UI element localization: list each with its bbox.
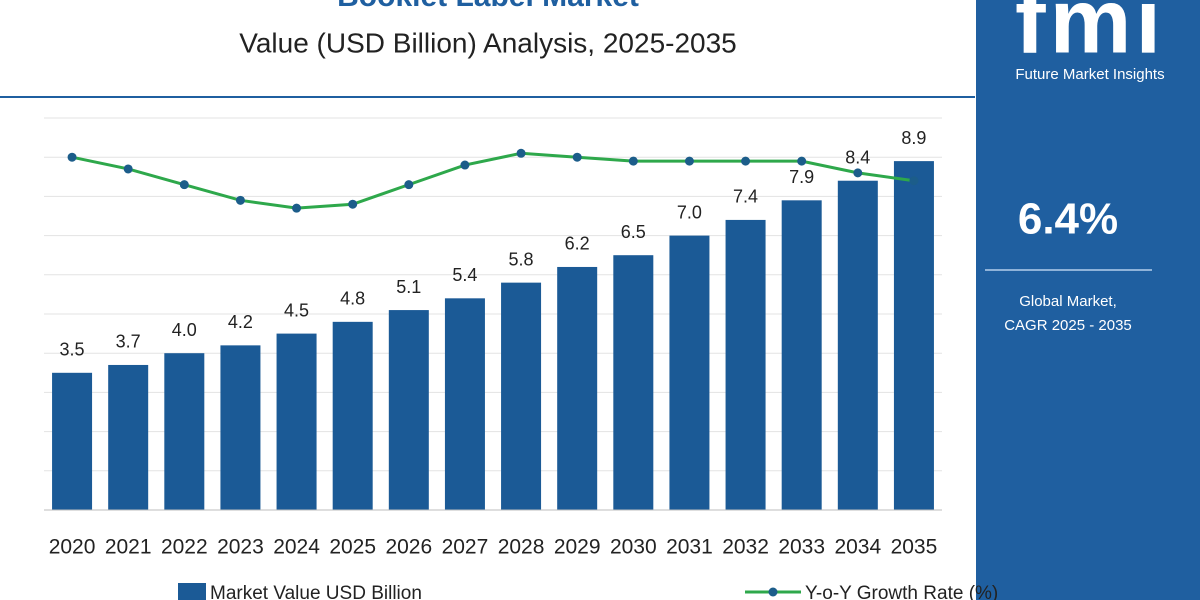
x-tick-label: 2027: [442, 536, 489, 559]
bar: [108, 364, 149, 510]
logo: fmi: [1015, 0, 1165, 72]
value-label: 5.8: [509, 249, 534, 269]
x-tick-label: 2025: [329, 536, 376, 559]
value-label: 5.1: [396, 277, 421, 297]
bar: [893, 161, 934, 510]
value-label: 8.9: [901, 128, 926, 148]
growth-point: [123, 164, 133, 174]
growth-point: [909, 176, 919, 186]
x-tick-label: 2024: [273, 536, 320, 559]
bar: [781, 200, 822, 510]
growth-point: [741, 156, 751, 166]
growth-point: [235, 195, 245, 205]
bar: [557, 266, 598, 510]
brand: Future Market Insights: [1015, 66, 1164, 83]
value-label: 6.5: [621, 222, 646, 242]
value-label: 3.5: [60, 340, 85, 360]
growth-point: [348, 199, 358, 209]
bar: [276, 333, 317, 510]
bar: [332, 321, 373, 510]
bar: [52, 372, 93, 510]
x-tick-label: 2020: [49, 536, 96, 559]
bar: [388, 310, 429, 510]
value-label: 4.0: [172, 320, 197, 340]
bar: [837, 180, 878, 510]
x-tick-label: 2032: [722, 536, 769, 559]
chart-title: Booklet Label Market: [337, 0, 639, 13]
growth-point: [404, 180, 414, 190]
growth-point: [67, 152, 77, 162]
value-label: 7.4: [733, 187, 758, 207]
growth-point: [797, 156, 807, 166]
value-label: 7.9: [789, 167, 814, 187]
bar: [613, 255, 654, 510]
bar: [501, 282, 542, 510]
x-tick-label: 2034: [834, 536, 881, 559]
caption: Global Market,: [1019, 293, 1117, 310]
value-label: 3.7: [116, 332, 141, 352]
value-label: 4.8: [340, 289, 365, 309]
legend-swatch: [178, 583, 206, 600]
growth-point: [516, 148, 526, 158]
growth-point: [684, 156, 694, 166]
value-label: 7.0: [677, 202, 702, 222]
cagr-value: 6.4%: [1018, 195, 1118, 244]
value-label: 4.2: [228, 312, 253, 332]
growth-point: [292, 203, 302, 213]
bar: [220, 345, 261, 510]
x-tick-label: 2031: [666, 536, 713, 559]
chart-subtitle: Value (USD Billion) Analysis, 2025-2035: [239, 27, 737, 58]
x-tick-label: 2021: [105, 536, 152, 559]
value-label: 4.5: [284, 300, 309, 320]
x-tick-label: 2028: [498, 536, 545, 559]
x-tick-label: 2023: [217, 536, 264, 559]
growth-point: [460, 160, 470, 170]
bar: [725, 219, 766, 511]
caption: CAGR 2025 - 2035: [1004, 317, 1132, 334]
value-label: 6.2: [565, 234, 590, 254]
growth-line: [71, 151, 915, 210]
bar: [164, 353, 205, 510]
growth-point: [572, 152, 582, 162]
sidebar-panel: [976, 0, 1200, 600]
legend-label: Y-o-Y Growth Rate (%): [805, 583, 998, 600]
legend-label: Market Value USD Billion: [210, 583, 422, 600]
x-tick-label: 2033: [778, 536, 825, 559]
x-tick-label: 2029: [554, 536, 601, 559]
x-tick-label: 2030: [610, 536, 657, 559]
bar: [669, 235, 710, 510]
x-tick-label: 2026: [385, 536, 432, 559]
x-tick-label: 2022: [161, 536, 208, 559]
growth-point: [179, 180, 189, 190]
growth-point: [628, 156, 638, 166]
growth-point: [853, 168, 863, 178]
value-label: 8.4: [845, 147, 870, 167]
x-tick-label: 2035: [891, 536, 938, 559]
bar: [444, 298, 485, 510]
value-label: 5.4: [452, 265, 477, 285]
legend-swatch: [768, 587, 778, 597]
